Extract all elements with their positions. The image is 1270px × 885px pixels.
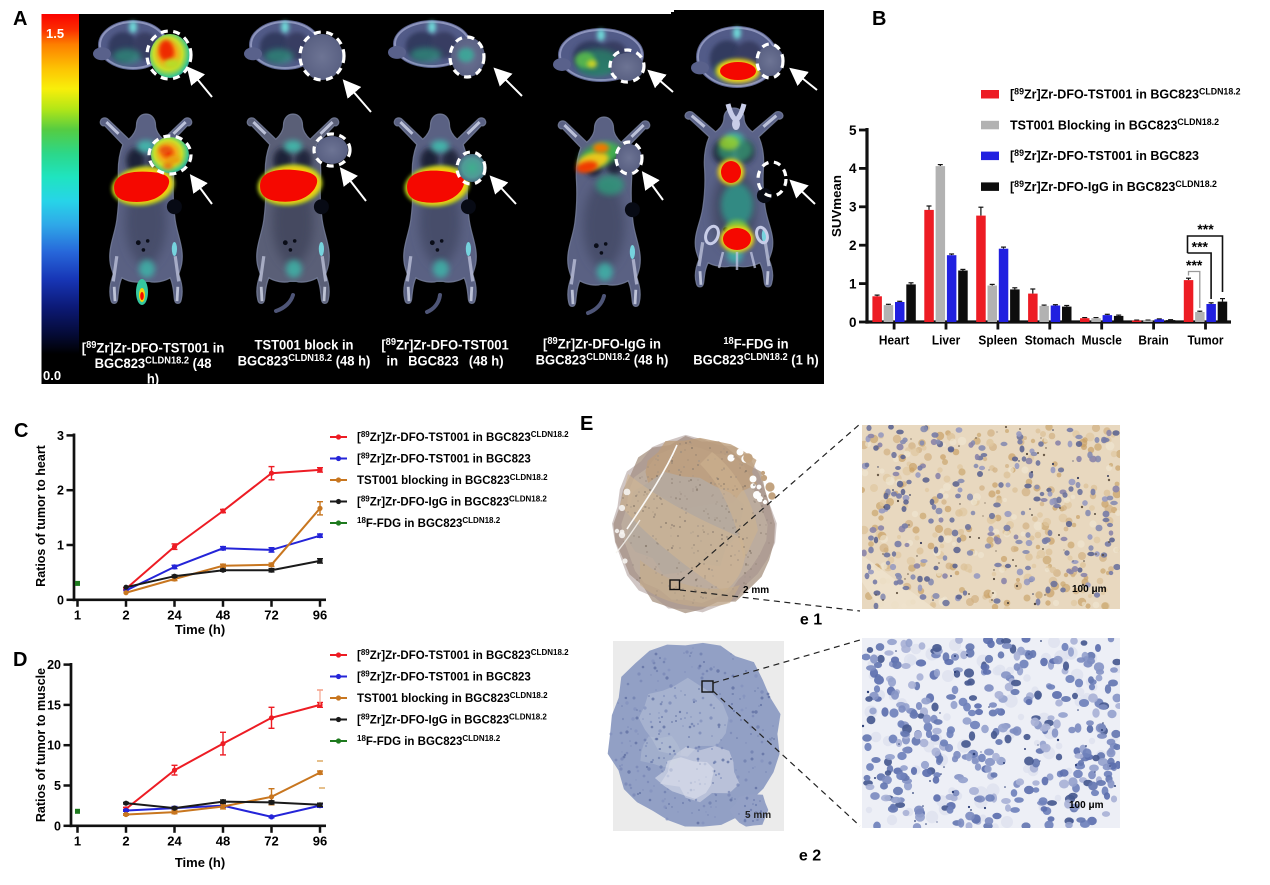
svg-text:4: 4 <box>849 161 857 176</box>
svg-text:18​F-FDG in BGC823CLDN18.2​: 18​F-FDG in BGC823CLDN18.2​ <box>357 516 501 530</box>
svg-text:5 mm: 5 mm <box>745 810 771 821</box>
svg-text:e 2: e 2 <box>799 848 821 865</box>
svg-text:BGC823CLDN18.2​ (48 h): BGC823CLDN18.2​ (48 h) <box>536 352 669 368</box>
svg-text:BGC823CLDN18.2​ (48: BGC823CLDN18.2​ (48 <box>95 355 212 371</box>
svg-text:in BGC823 (48 h): in BGC823 (48 h) <box>386 353 503 369</box>
svg-text:24: 24 <box>167 834 182 849</box>
svg-text:***: *** <box>1197 221 1214 237</box>
svg-text:100 μm: 100 μm <box>1069 800 1104 811</box>
svg-text:72: 72 <box>264 834 278 849</box>
svg-text:Tumor: Tumor <box>1187 333 1223 347</box>
svg-text:***: *** <box>1186 257 1203 273</box>
svg-text:1.5: 1.5 <box>46 26 64 41</box>
svg-text:[89​Zr]Zr-DFO-TST001 in BGC823: [89​Zr]Zr-DFO-TST001 in BGC823CLDN18.2​ <box>1010 86 1241 101</box>
svg-text:Time (h): Time (h) <box>175 855 225 870</box>
svg-text:96: 96 <box>313 608 327 623</box>
svg-text:[89​Zr]Zr-DFO-IgG in BGC823CLD: [89​Zr]Zr-DFO-IgG in BGC823CLDN18.2​ <box>357 713 547 727</box>
svg-text:BGC823CLDN18.2​ (1 h): BGC823CLDN18.2​ (1 h) <box>693 352 819 368</box>
svg-text:E: E <box>580 413 593 435</box>
svg-text:Heart: Heart <box>879 333 909 347</box>
svg-text:***: *** <box>1192 239 1209 255</box>
svg-text:3: 3 <box>849 200 857 215</box>
svg-text:24: 24 <box>167 608 182 623</box>
svg-text:[89​Zr]Zr-DFO-TST001 in BGC823: [89​Zr]Zr-DFO-TST001 in BGC823CLDN18.2​ <box>357 648 569 662</box>
svg-text:TST001 Blocking in BGC823CLDN1: TST001 Blocking in BGC823CLDN18.2​ <box>1010 117 1219 132</box>
svg-text:2: 2 <box>849 238 857 253</box>
svg-text:D: D <box>13 649 27 671</box>
svg-text:Liver: Liver <box>932 333 961 347</box>
svg-text:1: 1 <box>74 608 81 623</box>
svg-text:e 1: e 1 <box>800 612 822 629</box>
svg-text:100 μm: 100 μm <box>1072 584 1107 595</box>
svg-text:[89​Zr]Zr-DFO-IgG in BGC823CLD: [89​Zr]Zr-DFO-IgG in BGC823CLDN18.2​ <box>1010 179 1217 194</box>
svg-text:TST001 block in: TST001 block in <box>255 337 354 353</box>
svg-text:2 mm: 2 mm <box>743 585 769 596</box>
svg-text:1: 1 <box>57 539 64 553</box>
svg-text:2: 2 <box>57 484 64 498</box>
svg-text:48: 48 <box>216 834 230 849</box>
svg-text:SUVmean: SUVmean <box>829 175 844 237</box>
svg-text:[89​Zr]Zr-DFO-TST001: [89​Zr]Zr-DFO-TST001 <box>381 337 509 353</box>
svg-text:h): h) <box>147 371 159 387</box>
svg-text:5: 5 <box>54 779 61 793</box>
svg-text:[89​Zr]Zr-DFO-TST001 in BGC823: [89​Zr]Zr-DFO-TST001 in BGC823 <box>357 452 531 466</box>
svg-text:Brain: Brain <box>1138 333 1168 347</box>
svg-text:96: 96 <box>313 834 327 849</box>
svg-text:0: 0 <box>849 315 857 330</box>
svg-text:TST001 blocking in BGC823CLDN1: TST001 blocking in BGC823CLDN18.2​ <box>357 473 548 487</box>
svg-text:Spleen: Spleen <box>978 333 1017 347</box>
svg-text:3: 3 <box>57 429 64 443</box>
svg-text:BGC823CLDN18.2​ (48 h): BGC823CLDN18.2​ (48 h) <box>238 353 371 369</box>
svg-text:B: B <box>872 8 886 30</box>
svg-text:1: 1 <box>74 834 81 849</box>
svg-text:0.0: 0.0 <box>43 368 61 383</box>
svg-text:TST001 blocking in BGC823CLDN1: TST001 blocking in BGC823CLDN18.2​ <box>357 691 548 705</box>
svg-text:[89​Zr]Zr-DFO-TST001 in BGC823: [89​Zr]Zr-DFO-TST001 in BGC823 <box>357 670 531 684</box>
svg-text:18​F-FDG in BGC823CLDN18.2​: 18​F-FDG in BGC823CLDN18.2​ <box>357 734 501 748</box>
svg-text:C: C <box>14 420 28 442</box>
svg-text:72: 72 <box>264 608 278 623</box>
svg-text:Time (h): Time (h) <box>175 622 225 637</box>
svg-text:2: 2 <box>122 608 129 623</box>
svg-text:[89​Zr]Zr-DFO-TST001 in: [89​Zr]Zr-DFO-TST001 in <box>82 340 225 356</box>
svg-text:Ratios of tumor to muscle: Ratios of tumor to muscle <box>34 668 48 822</box>
svg-text:5: 5 <box>849 123 857 138</box>
svg-text:0: 0 <box>54 819 61 833</box>
svg-text:A: A <box>13 8 27 30</box>
svg-text:1: 1 <box>849 276 857 291</box>
svg-text:10: 10 <box>47 739 61 753</box>
svg-text:[89​Zr]Zr-DFO-TST001 in BGC823: [89​Zr]Zr-DFO-TST001 in BGC823CLDN18.2​ <box>357 430 569 444</box>
svg-text:18​F-FDG in: 18​F-FDG in <box>723 336 788 352</box>
svg-text:20: 20 <box>47 658 61 672</box>
svg-text:[89​Zr]Zr-DFO-IgG in: [89​Zr]Zr-DFO-IgG in <box>543 336 661 352</box>
svg-text:48: 48 <box>216 608 230 623</box>
svg-text:Stomach: Stomach <box>1025 333 1075 347</box>
svg-text:Muscle: Muscle <box>1082 333 1122 347</box>
svg-text:Ratios of tumor to heart: Ratios of tumor to heart <box>34 444 48 587</box>
svg-text:[89​Zr]Zr-DFO-TST001 in BGC823: [89​Zr]Zr-DFO-TST001 in BGC823 <box>1010 148 1199 163</box>
svg-text:[89​Zr]Zr-DFO-IgG in BGC823CLD: [89​Zr]Zr-DFO-IgG in BGC823CLDN18.2​ <box>357 495 547 509</box>
svg-text:15: 15 <box>47 698 61 712</box>
svg-text:0: 0 <box>57 593 64 607</box>
svg-text:2: 2 <box>122 834 129 849</box>
